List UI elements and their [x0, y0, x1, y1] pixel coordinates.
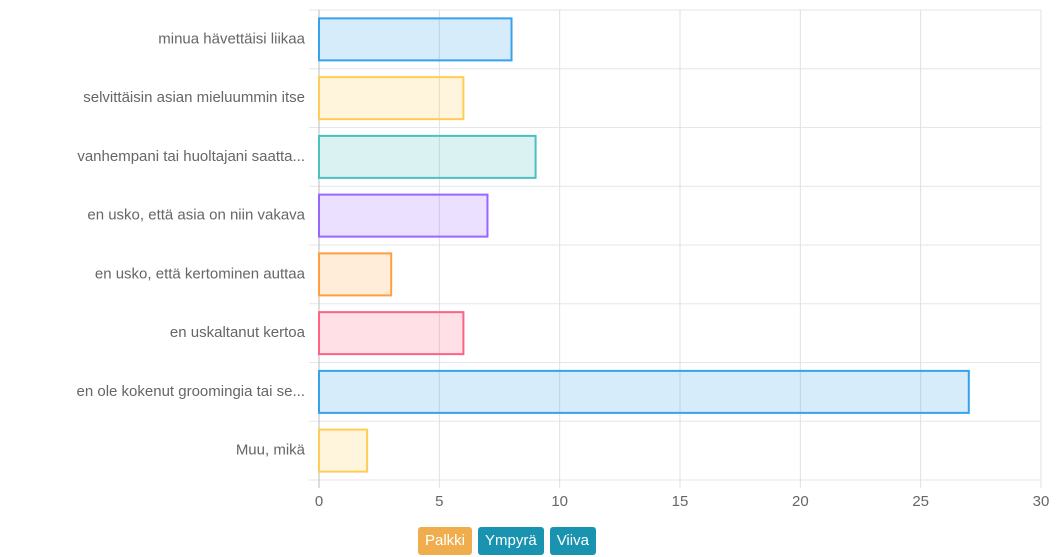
pie-button[interactable]: Ympyrä	[478, 527, 544, 555]
y-tick-label: vanhempani tai huoltajani saatta...	[77, 148, 305, 165]
x-tick-label: 30	[1033, 493, 1050, 510]
bar	[318, 134, 537, 179]
y-tick-label: selvittäisin asian mieluummin itse	[83, 89, 305, 106]
y-tick-label: en ole kokenut groomingia tai se...	[77, 383, 305, 400]
bar	[318, 193, 489, 238]
bar	[318, 17, 513, 62]
chart-type-buttons: Palkki Ympyrä Viiva	[418, 527, 596, 555]
x-tick-label: 0	[315, 493, 323, 510]
y-tick-label: Muu, mikä	[236, 442, 306, 459]
bar	[318, 76, 465, 121]
y-tick-label: minua hävettäisi liikaa	[158, 30, 305, 47]
x-tick-label: 20	[792, 493, 809, 510]
bar-button[interactable]: Palkki	[418, 527, 473, 555]
line-button[interactable]: Viiva	[549, 527, 596, 555]
bar	[318, 252, 393, 297]
y-tick-label: en usko, että kertominen auttaa	[95, 265, 306, 282]
chart: 0 5 10 15 20 25 30 minua hävettäisi liikaa selvi…	[77, 9, 1050, 510]
bar	[318, 311, 465, 356]
x-tick-label: 15	[672, 493, 689, 510]
bar	[318, 369, 970, 414]
y-tick-label: en usko, että asia on niin vakava	[87, 207, 305, 224]
x-tick-label: 5	[435, 493, 443, 510]
x-tick-label: 25	[912, 493, 929, 510]
bar	[318, 428, 369, 473]
x-tick-label: 10	[551, 493, 568, 510]
y-tick-label: en uskaltanut kertoa	[170, 324, 306, 341]
